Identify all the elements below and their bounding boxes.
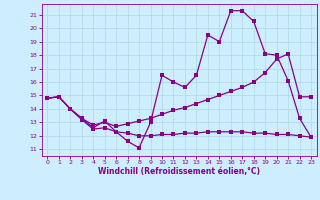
X-axis label: Windchill (Refroidissement éolien,°C): Windchill (Refroidissement éolien,°C): [98, 167, 260, 176]
